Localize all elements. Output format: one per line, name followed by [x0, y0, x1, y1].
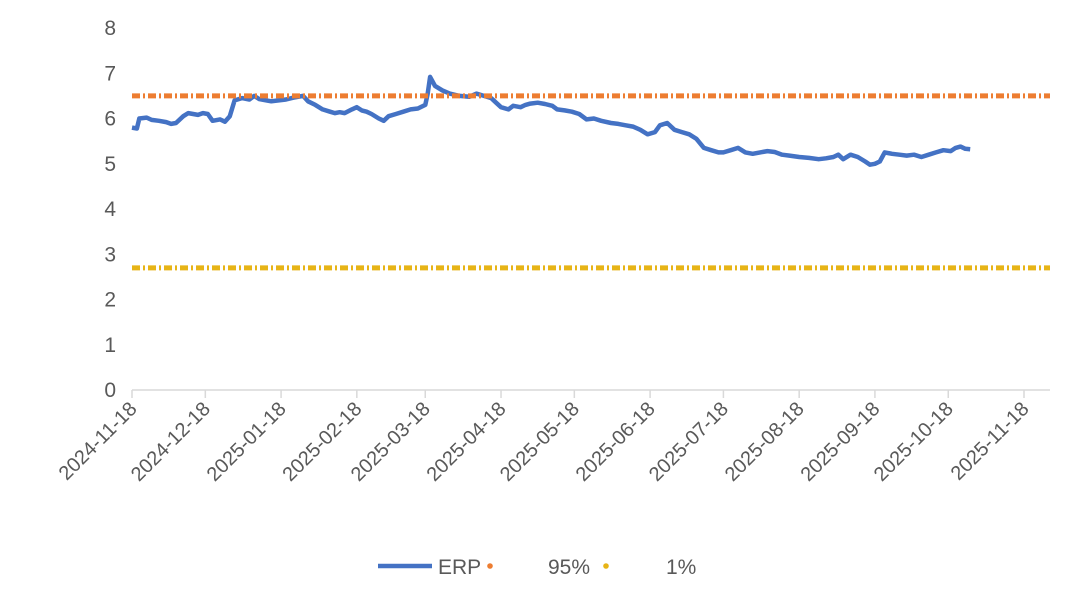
legend-label: 95%: [548, 556, 590, 579]
legend-swatch-95pct: [487, 563, 493, 569]
y-tick-label: 1: [104, 334, 116, 357]
y-tick-label: 7: [104, 62, 116, 85]
y-tick-label: 4: [104, 198, 116, 221]
y-tick-label: 5: [104, 153, 116, 176]
y-tick-label: 3: [104, 243, 116, 266]
x-tick-label: 2025-01-18: [203, 398, 291, 486]
legend-swatch-1pct: [603, 563, 609, 569]
y-tick-label: 0: [104, 379, 116, 402]
y-tick-label: 8: [104, 17, 116, 40]
legend-label: 1%: [666, 556, 696, 579]
x-tick-label: 2025-11-18: [947, 398, 1034, 485]
x-tick-label: 2025-10-18: [870, 398, 958, 486]
x-tick-label: 2025-05-18: [496, 398, 584, 486]
x-axis-ticks: 2024-11-182024-12-182025-01-182025-02-18…: [55, 390, 1034, 486]
y-tick-label: 6: [104, 108, 116, 131]
legend-label: ERP: [438, 556, 481, 579]
legend: ERP 95% 1%: [378, 556, 696, 579]
y-tick-label: 2: [104, 289, 116, 312]
x-tick-label: 2025-08-18: [721, 398, 809, 486]
series-layer: [131, 74, 1050, 271]
y-axis-ticks: 0 1 2 3 4 5 6 7 8: [104, 17, 116, 402]
x-tick-label: 2025-07-18: [645, 398, 733, 486]
x-tick-label: 2024-12-18: [127, 398, 215, 486]
series-line-erp: [131, 74, 971, 167]
